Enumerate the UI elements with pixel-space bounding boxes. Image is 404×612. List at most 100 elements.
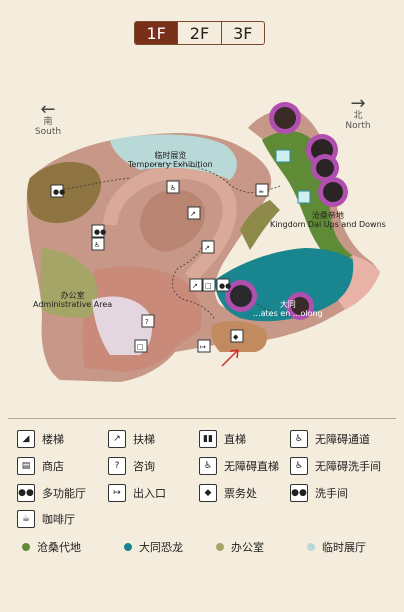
north-en-label: North — [345, 121, 371, 131]
temporary-exhibition-zone — [110, 134, 237, 180]
svg-text:□: □ — [205, 282, 212, 290]
zone-temporary-dot — [307, 543, 315, 551]
multi-function-hall-icon: ●● — [17, 484, 35, 502]
display-highlights — [275, 149, 311, 204]
legend-entrance-exit-label: 出入口 — [133, 487, 166, 500]
south-en-label: South — [34, 127, 62, 137]
svg-text:●●: ●● — [94, 228, 106, 236]
zone-dinosaur-dot — [124, 543, 132, 551]
temporary-en: Temporary Exhibition — [128, 160, 213, 169]
datong-cn: 大同 — [279, 300, 296, 309]
zone-dinosaur-label: 大同恐龙 — [139, 541, 183, 554]
svg-text:♿: ♿ — [170, 184, 176, 192]
legend-info-label: 咨询 — [133, 460, 155, 473]
pink-strip — [338, 255, 380, 310]
svg-text:↦: ↦ — [200, 343, 206, 351]
svg-text:↗: ↗ — [190, 210, 196, 218]
admin-en: Administrative Area — [33, 300, 113, 309]
svg-text:♿: ♿ — [94, 241, 100, 249]
legend-multi-function-hall: ●● 多功能厅 — [17, 484, 86, 502]
legend-elevator-label: 直梯 — [224, 433, 246, 446]
zone-temporary-label: 临时展厅 — [322, 541, 366, 554]
legend-info: ? 咨询 — [108, 457, 155, 475]
svg-text:↗: ↗ — [192, 282, 198, 290]
legend-restroom-label: 洗手间 — [315, 487, 348, 500]
zone-kingdom-label: 沧桑代地 — [37, 541, 81, 554]
you-are-here-arrow — [221, 349, 239, 367]
floor-plan-map: ●● ♿ ↗ ↗ ●● ♿ ↗ □ ●● ? □ ↦ ◆ ☕ — [26, 102, 381, 382]
arrow-right-icon: → — [350, 93, 366, 114]
cafe-icon: ☕ — [17, 510, 35, 528]
legend-accessible-elevator-label: 无障碍直梯 — [224, 460, 279, 473]
legend-cafe-label: 咖啡厅 — [42, 513, 75, 526]
svg-text:☕: ☕ — [258, 187, 264, 195]
info-icon: ? — [108, 457, 126, 475]
south-cn-label: 南 — [43, 117, 53, 127]
legend-entrance-exit: ↦ 出入口 — [108, 484, 166, 502]
legend-shop: ▤ 商店 — [17, 457, 64, 475]
map-facility-icons: ●● ♿ ↗ ↗ ●● ♿ ↗ □ ●● ? □ ↦ ◆ ☕ — [50, 180, 269, 353]
elevator-icon: ▮▮ — [199, 430, 217, 448]
zone-kingdom-dot — [22, 543, 30, 551]
legend-escalator: ↗ 扶梯 — [108, 430, 155, 448]
accessible-passage-icon: ♿ — [290, 430, 308, 448]
kingdom-label: 沧桑帝地 Kingdom Dai Ups and Downs — [270, 211, 386, 229]
temporary-cn: 临时展览 — [154, 151, 187, 160]
svg-text:◆: ◆ — [233, 333, 239, 341]
legend-ticket-office-label: 票务处 — [224, 487, 257, 500]
zone-admin-label: 办公室 — [231, 541, 264, 554]
zone-kingdom: 沧桑代地 — [22, 540, 81, 554]
south-indicator: ← 南 South — [30, 99, 66, 138]
svg-text:?: ? — [145, 318, 149, 326]
legend-accessible-elevator: ♿ 无障碍直梯 — [199, 457, 279, 475]
legend-shop-label: 商店 — [42, 460, 64, 473]
arrow-left-icon: ← — [40, 99, 56, 120]
legend-restroom: ●● 洗手间 — [290, 484, 348, 502]
restroom-icon: ●● — [290, 484, 308, 502]
legend-accessible-passage: ♿ 无障碍通道 — [290, 430, 370, 448]
ring-corridor — [103, 164, 237, 283]
zone-dinosaur: 大同恐龙 — [124, 540, 183, 554]
legend-cafe: ☕ 咖啡厅 — [17, 510, 75, 528]
admin-cn: 办公室 — [60, 291, 85, 300]
svg-text:↗: ↗ — [204, 244, 210, 252]
accessible-restroom-icon: ♿ — [290, 457, 308, 475]
zone-admin: 办公室 — [216, 540, 264, 554]
administrative-zone — [40, 248, 98, 318]
escalator-icon: ↗ — [108, 430, 126, 448]
exhibit-photos — [225, 102, 348, 320]
zone-admin-dot — [216, 543, 224, 551]
olive-strip — [240, 200, 280, 250]
legend-escalator-label: 扶梯 — [133, 433, 155, 446]
kingdom-en: Kingdom Dai Ups and Downs — [270, 220, 386, 229]
ring-inner — [140, 189, 205, 252]
svg-text:●●: ●● — [53, 188, 65, 196]
floor-selector: 1F 2F 3F — [134, 21, 265, 45]
ticket-office-icon: ◆ — [199, 484, 217, 502]
svg-text:●●: ●● — [219, 282, 231, 290]
legend-multi-function-hall-label: 多功能厅 — [42, 487, 86, 500]
zone-temporary: 临时展厅 — [307, 540, 366, 554]
legend-accessible-passage-label: 无障碍通道 — [315, 433, 370, 446]
legend-stairs-label: 楼梯 — [42, 433, 64, 446]
legend-accessible-restroom-label: 无障碍洗手间 — [315, 460, 381, 473]
datong-label: 大同 ...ates en ...olong — [253, 300, 323, 318]
tour-path — [59, 163, 301, 321]
tab-1f[interactable]: 1F — [135, 22, 179, 44]
tab-2f[interactable]: 2F — [178, 22, 222, 44]
stairs-icon: ◢ — [17, 430, 35, 448]
entrance-exit-icon: ↦ — [108, 484, 126, 502]
svg-text:□: □ — [137, 343, 144, 351]
legend-ticket-office: ◆ 票务处 — [199, 484, 257, 502]
administrative-label: 办公室 Administrative Area — [33, 291, 112, 309]
north-indicator: → 北 North — [340, 93, 376, 132]
accessible-elevator-icon: ♿ — [199, 457, 217, 475]
shop-icon: ▤ — [17, 457, 35, 475]
legend-elevator: ▮▮ 直梯 — [199, 430, 246, 448]
legend-stairs: ◢ 楼梯 — [17, 430, 64, 448]
kingdom-cn: 沧桑帝地 — [311, 211, 344, 220]
tab-3f[interactable]: 3F — [233, 23, 253, 43]
legend-divider — [8, 418, 396, 419]
north-cn-label: 北 — [353, 111, 363, 121]
legend-accessible-restroom: ♿ 无障碍洗手间 — [290, 457, 381, 475]
